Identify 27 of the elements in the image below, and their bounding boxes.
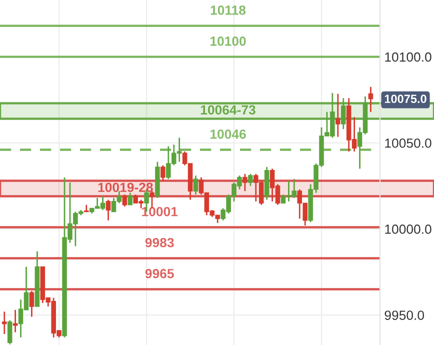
candlestick <box>7 320 12 345</box>
ref-line-label: 10118 <box>210 6 246 15</box>
ref-line-label: 10001 <box>142 206 178 216</box>
candlestick <box>368 86 374 113</box>
candlestick <box>193 174 198 196</box>
candlestick <box>160 164 166 182</box>
candlestick <box>2 310 7 335</box>
band-label: 10064-73 <box>200 105 256 115</box>
band-label: 10019-28 <box>98 182 153 192</box>
ref-line-label: 9965 <box>145 268 174 278</box>
annotation: 10075.0 <box>384 94 426 104</box>
candlestick <box>106 199 111 222</box>
ref-line-label: 9983 <box>145 238 174 248</box>
candlestick <box>122 194 128 208</box>
candlestick <box>248 173 253 187</box>
candlestick <box>340 97 346 130</box>
ref-line-label: 10100 <box>210 36 246 46</box>
y-tick-label: 10000.0 <box>385 224 432 234</box>
ref-line-label: 10046 <box>210 129 246 139</box>
candlestick <box>128 192 133 206</box>
candlestick <box>29 290 34 318</box>
candlestick <box>242 173 248 192</box>
y-tick-label: 10100.0 <box>385 52 432 62</box>
candlestick <box>12 309 18 333</box>
candlestick <box>336 93 340 138</box>
y-tick-label: 10050.0 <box>385 138 432 148</box>
y-tick-label: 9950.0 <box>384 310 424 320</box>
